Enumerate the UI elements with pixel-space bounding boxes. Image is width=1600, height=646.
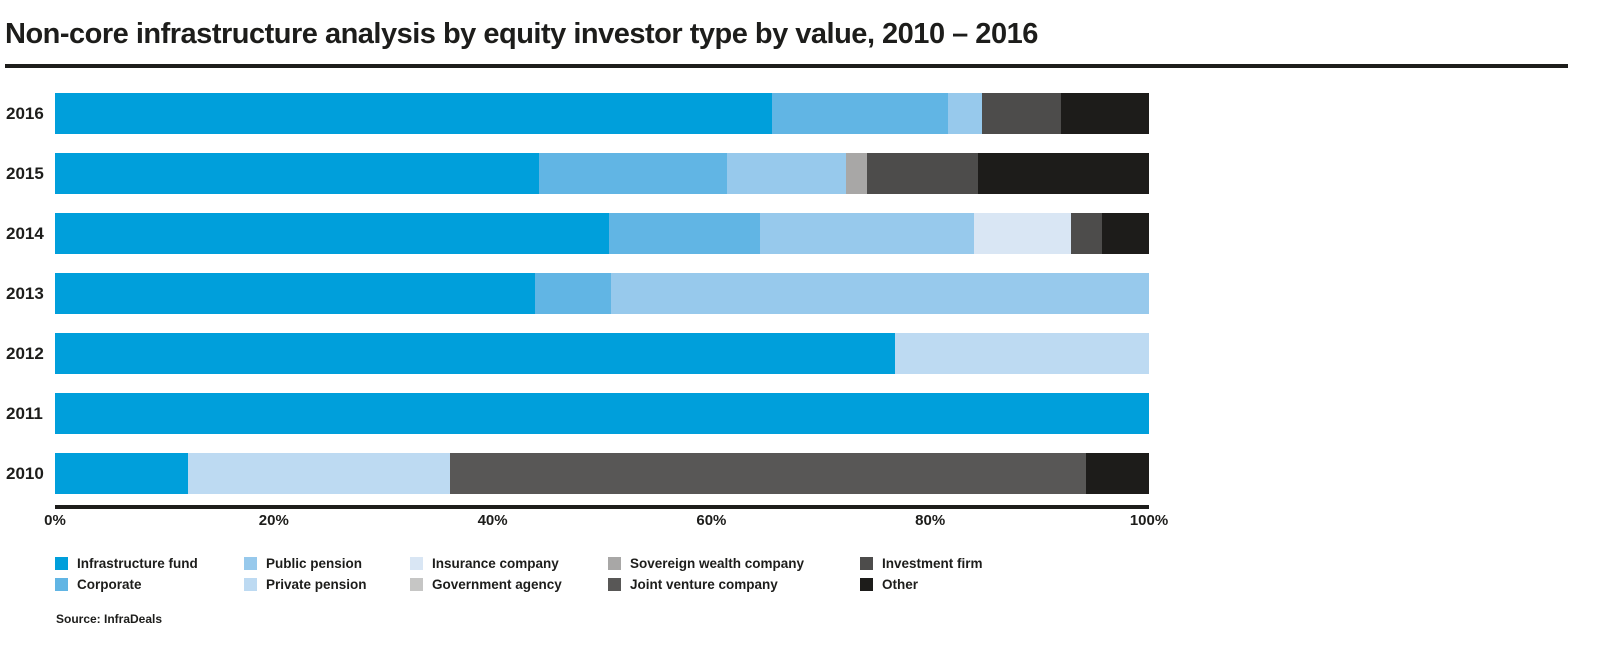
bar-segment-2015-sovereign_wealth_company	[845, 153, 867, 194]
year-label-2014: 2014	[6, 223, 44, 243]
bar-segment-2012-infrastructure_fund	[55, 333, 896, 374]
legend-swatch-corporate	[55, 578, 68, 591]
bar-segment-2016-other	[1061, 93, 1149, 134]
x-tick-60: 60%	[696, 512, 727, 529]
bar-segment-2016-investment_firm	[981, 93, 1062, 134]
bar-segment-2014-public_pension	[759, 213, 974, 254]
year-label-2015: 2015	[6, 163, 44, 183]
legend-swatch-other	[860, 578, 873, 591]
bar-segment-2014-investment_firm	[1071, 213, 1102, 254]
legend-item-joint_venture_company: Joint venture company	[608, 577, 778, 592]
bar-segment-2013-corporate	[535, 273, 611, 314]
legend-swatch-infrastructure_fund	[55, 557, 68, 570]
title-underline	[5, 64, 1568, 68]
x-tick-40: 40%	[477, 512, 508, 529]
bar-row-2014	[55, 213, 1149, 254]
legend-swatch-public_pension	[244, 557, 257, 570]
bar-row-2011	[55, 393, 1149, 434]
bar-row-2016	[55, 93, 1149, 134]
year-label-2012: 2012	[6, 343, 44, 363]
x-tick-20: 20%	[258, 512, 289, 529]
year-label-2011: 2011	[6, 403, 43, 423]
bar-segment-2014-insurance_company	[973, 213, 1072, 254]
legend-swatch-private_pension	[244, 578, 257, 591]
legend-item-corporate: Corporate	[55, 577, 142, 592]
bar-segment-2010-other	[1085, 453, 1149, 494]
legend-label-government_agency: Government agency	[432, 577, 562, 592]
x-tick-100: 100%	[1129, 512, 1169, 529]
legend-item-sovereign_wealth_company: Sovereign wealth company	[608, 556, 804, 571]
legend-swatch-government_agency	[410, 578, 423, 591]
legend-label-public_pension: Public pension	[266, 556, 363, 571]
bar-segment-2015-investment_firm	[866, 153, 979, 194]
bar-segment-2016-infrastructure_fund	[55, 93, 772, 134]
bar-segment-2012-private_pension	[895, 333, 1149, 374]
source-note: Source: InfraDeals	[56, 612, 163, 626]
year-label-2010: 2010	[6, 463, 44, 483]
bar-segment-2014-other	[1101, 213, 1149, 254]
bar-segment-2015-corporate	[538, 153, 727, 194]
legend-label-infrastructure_fund: Infrastructure fund	[77, 556, 198, 571]
year-label-2013: 2013	[6, 283, 44, 303]
legend-item-investment_firm: Investment firm	[860, 556, 983, 571]
legend-item-insurance_company: Insurance company	[410, 556, 559, 571]
bar-row-2010	[55, 453, 1149, 494]
chart-title: Non-core infrastructure analysis by equi…	[5, 18, 1038, 50]
bar-segment-2013-infrastructure_fund	[55, 273, 536, 314]
legend-label-other: Other	[882, 577, 919, 592]
legend-label-corporate: Corporate	[77, 577, 142, 592]
legend-label-insurance_company: Insurance company	[432, 556, 559, 571]
bar-segment-2016-public_pension	[947, 93, 982, 134]
bar-segment-2011-infrastructure_fund	[55, 393, 1149, 434]
bar-row-2013	[55, 273, 1149, 314]
bar-segment-2015-other	[978, 153, 1149, 194]
bar-segment-2015-infrastructure_fund	[55, 153, 539, 194]
x-tick-0: 0%	[44, 512, 66, 529]
legend-item-public_pension: Public pension	[244, 556, 362, 571]
bar-row-2012	[55, 333, 1149, 374]
legend-item-private_pension: Private pension	[244, 577, 367, 592]
legend-item-government_agency: Government agency	[410, 577, 562, 592]
bar-segment-2015-public_pension	[726, 153, 846, 194]
legend-label-private_pension: Private pension	[266, 577, 367, 592]
bar-segment-2010-joint_venture_company	[449, 453, 1086, 494]
legend-swatch-joint_venture_company	[608, 578, 621, 591]
year-label-2016: 2016	[6, 103, 44, 123]
bar-segment-2010-infrastructure_fund	[55, 453, 189, 494]
legend-item-infrastructure_fund: Infrastructure fund	[55, 556, 198, 571]
x-axis-line	[55, 505, 1149, 509]
x-tick-80: 80%	[915, 512, 946, 529]
bar-row-2015	[55, 153, 1149, 194]
legend-label-sovereign_wealth_company: Sovereign wealth company	[630, 556, 805, 571]
legend-swatch-investment_firm	[860, 557, 873, 570]
legend-label-joint_venture_company: Joint venture company	[630, 577, 778, 592]
bar-segment-2010-private_pension	[188, 453, 450, 494]
legend-label-investment_firm: Investment firm	[882, 556, 983, 571]
bar-segment-2016-corporate	[771, 93, 948, 134]
bar-segment-2013-public_pension	[610, 273, 1149, 314]
legend-swatch-sovereign_wealth_company	[608, 557, 621, 570]
bar-segment-2014-corporate	[608, 213, 760, 254]
legend-swatch-insurance_company	[410, 557, 423, 570]
bar-segment-2014-infrastructure_fund	[55, 213, 609, 254]
legend-item-other: Other	[860, 577, 918, 592]
